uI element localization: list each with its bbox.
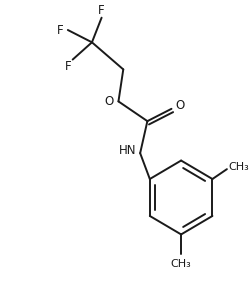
Text: F: F bbox=[64, 60, 71, 74]
Text: CH₃: CH₃ bbox=[170, 259, 191, 269]
Text: O: O bbox=[104, 95, 113, 108]
Text: CH₃: CH₃ bbox=[228, 162, 248, 172]
Text: F: F bbox=[57, 24, 64, 37]
Text: HN: HN bbox=[119, 144, 136, 157]
Text: F: F bbox=[98, 4, 105, 17]
Text: O: O bbox=[175, 99, 184, 112]
